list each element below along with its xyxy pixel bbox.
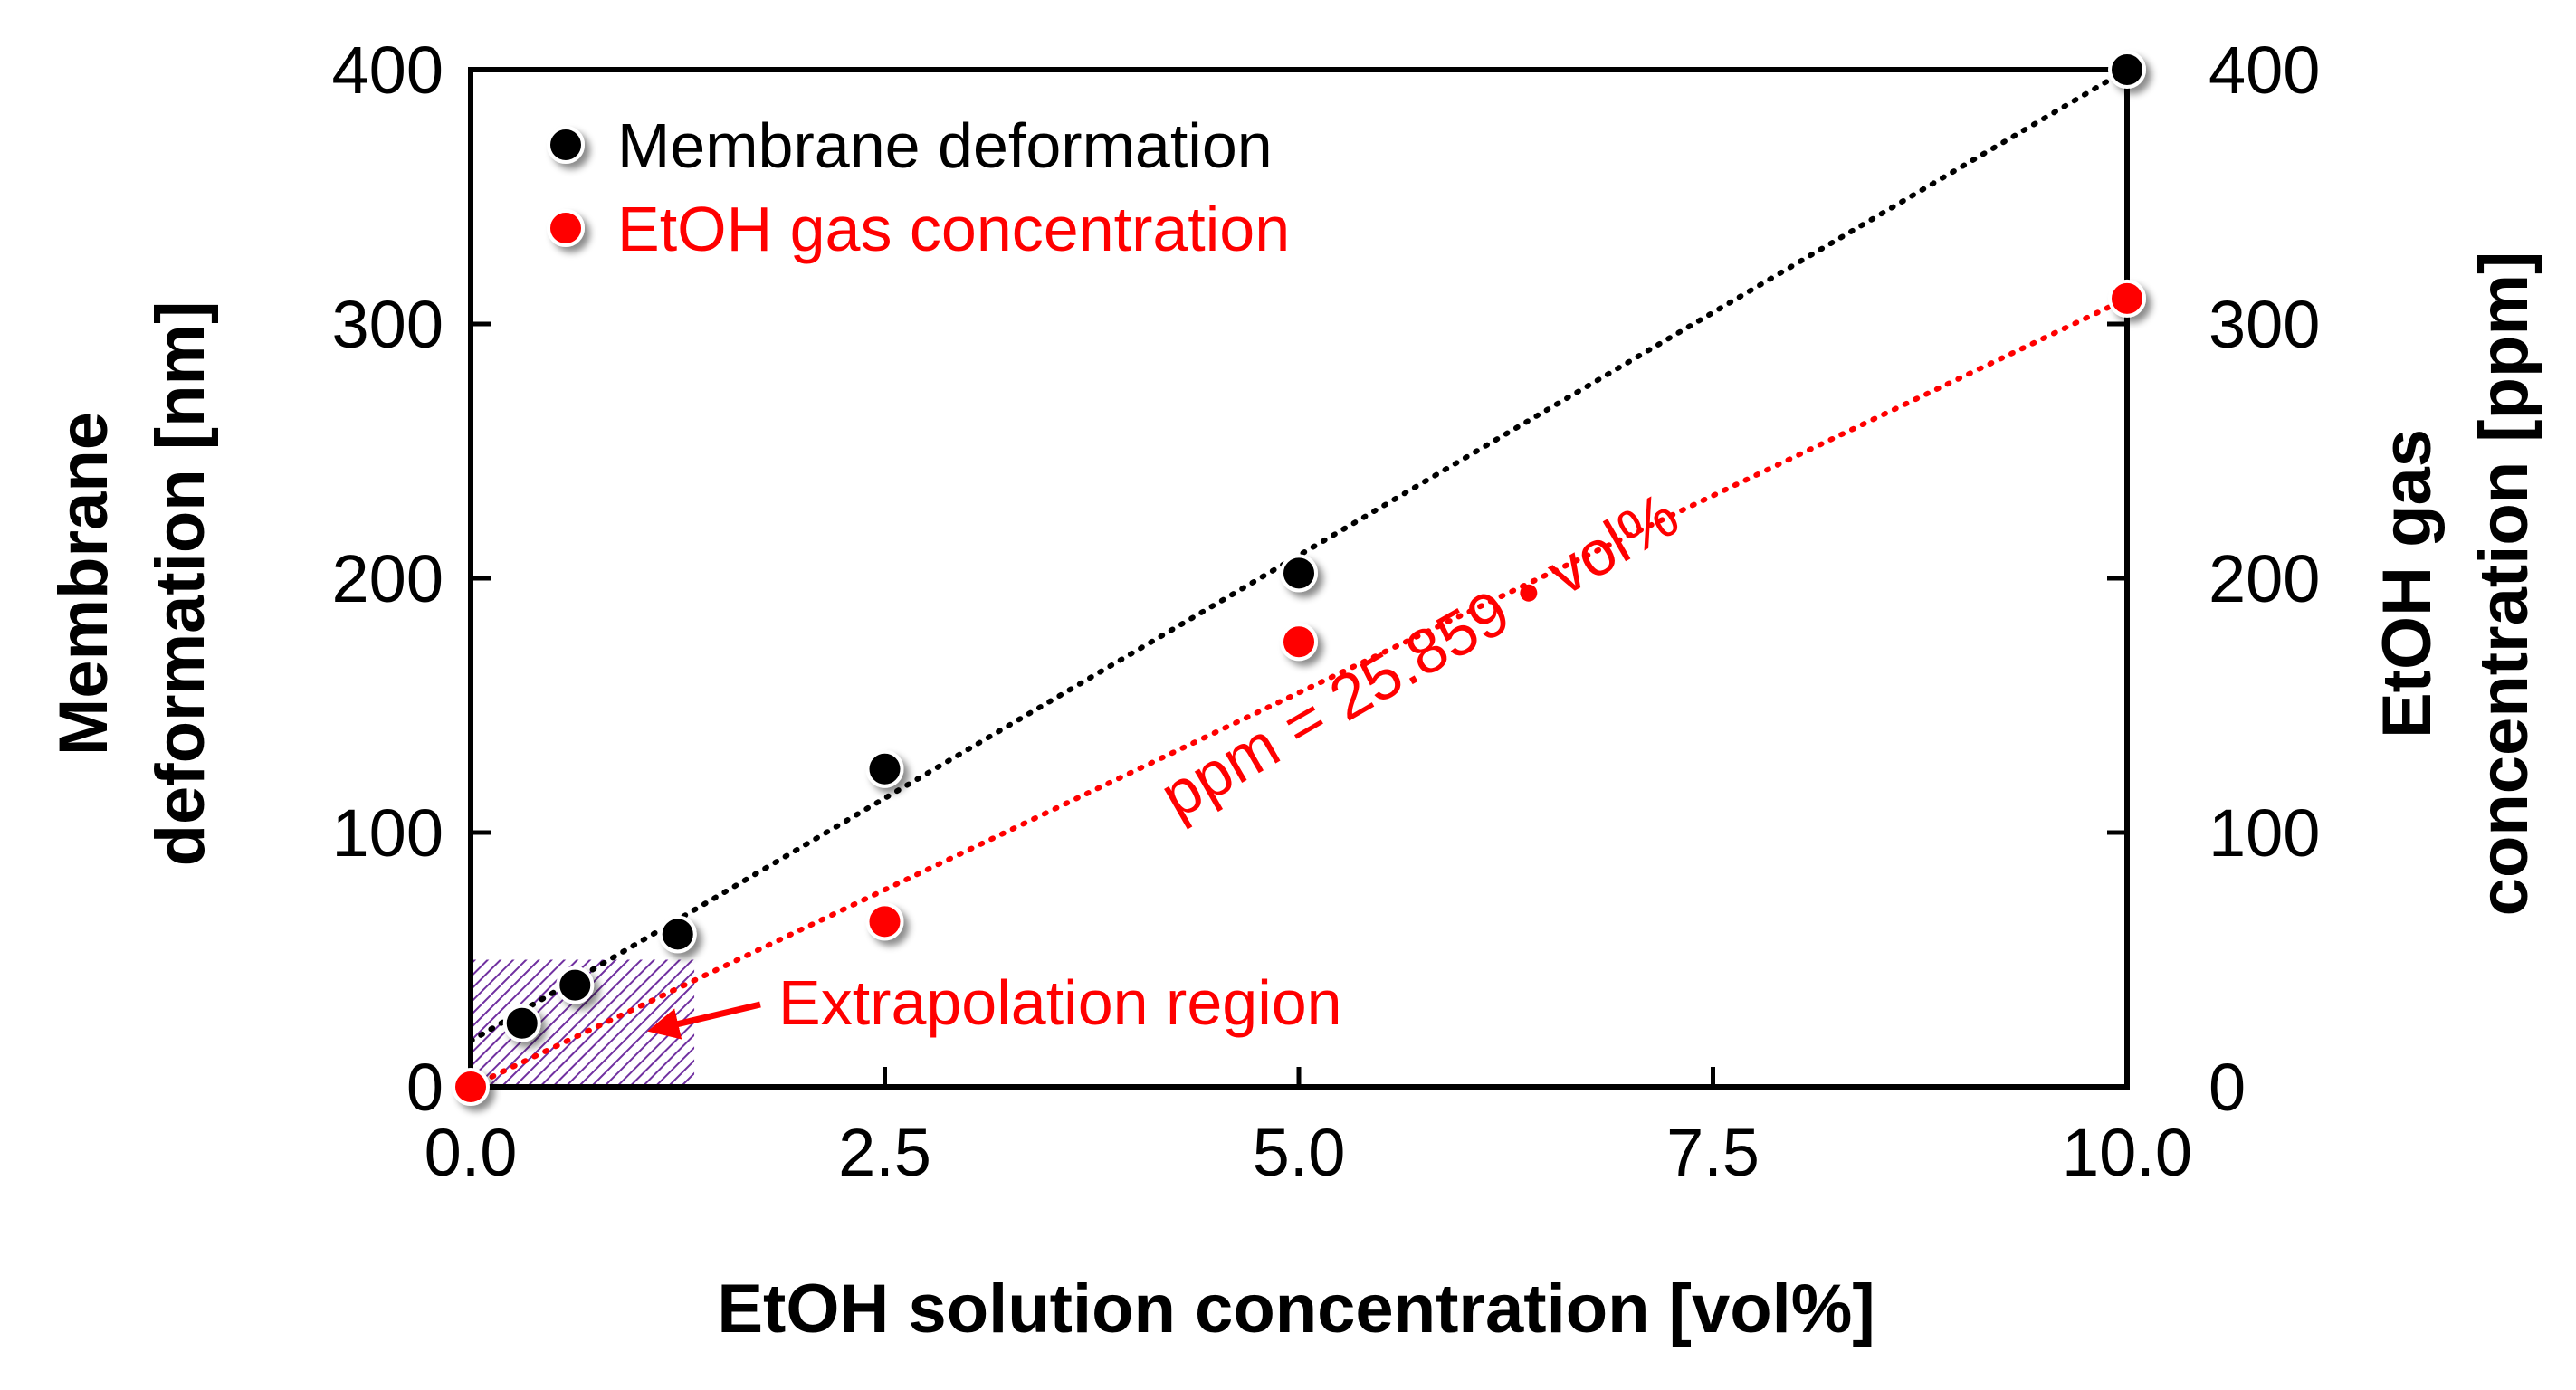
y-right-title-line-1: EtOH gas (2369, 429, 2446, 738)
y-right-tick-label: 100 (2209, 795, 2320, 871)
y-left-tick-label: 400 (332, 33, 444, 108)
y-left-tick-label: 100 (332, 795, 444, 871)
legend: Membrane deformation EtOH gas concentrat… (547, 110, 1290, 264)
x-tick-label: 5.0 (1253, 1115, 1346, 1190)
legend-label-membrane: Membrane deformation (617, 110, 1273, 181)
legend-label-etoh: EtOH gas concentration (617, 194, 1290, 264)
x-tick-label: 2.5 (838, 1115, 931, 1190)
y-left-title-line-1: Membrane (45, 412, 122, 756)
y-right-tick-label: 0 (2209, 1050, 2246, 1125)
membrane-deformation-point (658, 915, 697, 954)
etoh-gas-point (1280, 623, 1318, 662)
y-right-title-line-2: concentration [ppm] (2466, 252, 2543, 917)
y-left-title-line-2: deformation [nm] (142, 301, 219, 867)
extrapolation-arrow (647, 1001, 761, 1040)
membrane-deformation-point (865, 749, 904, 788)
x-tick-label: 10.0 (2062, 1115, 2192, 1190)
x-tick-label: 0.0 (425, 1115, 518, 1190)
y-left-tick-label: 0 (406, 1050, 444, 1125)
y-right-tick-label: 200 (2209, 541, 2320, 616)
legend-marker-etoh (547, 209, 585, 247)
y-left-tick-label: 200 (332, 541, 444, 616)
equation-annotation: ppm = 25.859 • vol% (1149, 479, 1690, 832)
etoh-gas-point (865, 902, 904, 941)
x-tick-label: 7.5 (1666, 1115, 1760, 1190)
etoh-gas-trendline (468, 295, 2130, 1090)
data-points (452, 51, 2146, 1106)
etoh-gas-point (452, 1068, 490, 1106)
membrane-deformation-point (2108, 51, 2146, 89)
y-right-tick-label: 300 (2209, 287, 2320, 362)
membrane-deformation-point (502, 1004, 541, 1042)
extrapolation-region-label: Extrapolation region (778, 967, 1342, 1038)
legend-marker-membrane (547, 126, 585, 164)
x-axis-ticks: 0.0 2.5 5.0 7.5 10.0 (425, 1067, 2192, 1190)
membrane-deformation-trendline (468, 67, 2130, 1044)
y-right-axis-ticks: 0 100 200 300 400 (2107, 33, 2320, 1125)
y-left-tick-label: 300 (332, 287, 444, 362)
y-left-axis-ticks: 0 100 200 300 400 (332, 33, 491, 1125)
etoh-gas-point (2108, 279, 2146, 318)
x-axis-title: EtOH solution concentration [vol%] (717, 1271, 1875, 1347)
membrane-deformation-point (556, 966, 595, 1004)
membrane-deformation-point (1280, 554, 1318, 593)
y-right-tick-label: 400 (2209, 33, 2320, 108)
